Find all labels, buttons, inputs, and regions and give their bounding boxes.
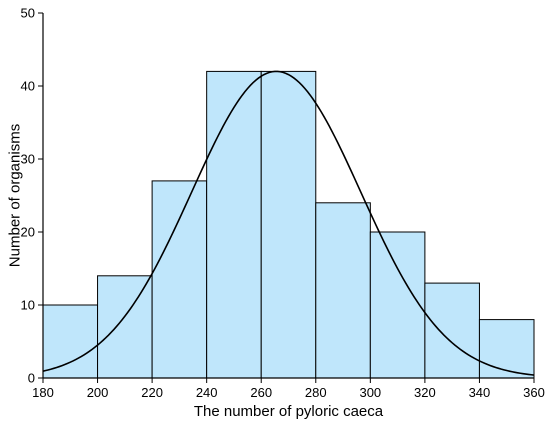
histogram-bar-220-240 (151, 180, 208, 379)
histogram-bar-200-220 (97, 275, 153, 379)
x-tick-label: 180 (32, 385, 54, 400)
x-tick-label: 220 (141, 385, 163, 400)
y-tick-label: 40 (21, 79, 35, 94)
bars-layer (42, 70, 535, 379)
x-tick-label: 240 (196, 385, 218, 400)
histogram-bar-260-280 (260, 70, 317, 379)
y-tick-label: 0 (28, 371, 35, 386)
x-tick-label: 280 (305, 385, 327, 400)
y-axis-title: Number of organisms (6, 124, 23, 267)
x-tick-label: 340 (469, 385, 491, 400)
y-tick-label: 10 (21, 298, 35, 313)
histogram-bar-180-200 (42, 304, 99, 379)
histogram-bar-320-340 (424, 282, 480, 379)
x-axis-title: The number of pyloric caeca (194, 403, 384, 420)
histogram-bar-240-260 (206, 70, 262, 379)
x-tick-label: 320 (414, 385, 436, 400)
labels-layer: 180 200 220 240 260 280 300 320 340 360 0 10 20 30 40 5… (21, 6, 545, 401)
y-tick-label: 50 (21, 6, 35, 21)
axes-layer (38, 12, 535, 383)
normal-fit-curve (42, 70, 535, 376)
x-tick-label: 200 (87, 385, 109, 400)
y-tick-label: 20 (21, 225, 35, 240)
histogram-bar-280-300 (315, 202, 371, 379)
x-tick-label: 300 (359, 385, 381, 400)
histogram-bar-300-320 (369, 231, 426, 379)
histogram-bar-340-360 (478, 319, 535, 379)
x-tick-label: 360 (523, 385, 545, 400)
y-tick-label: 30 (21, 152, 35, 167)
x-tick-label: 260 (250, 385, 272, 400)
